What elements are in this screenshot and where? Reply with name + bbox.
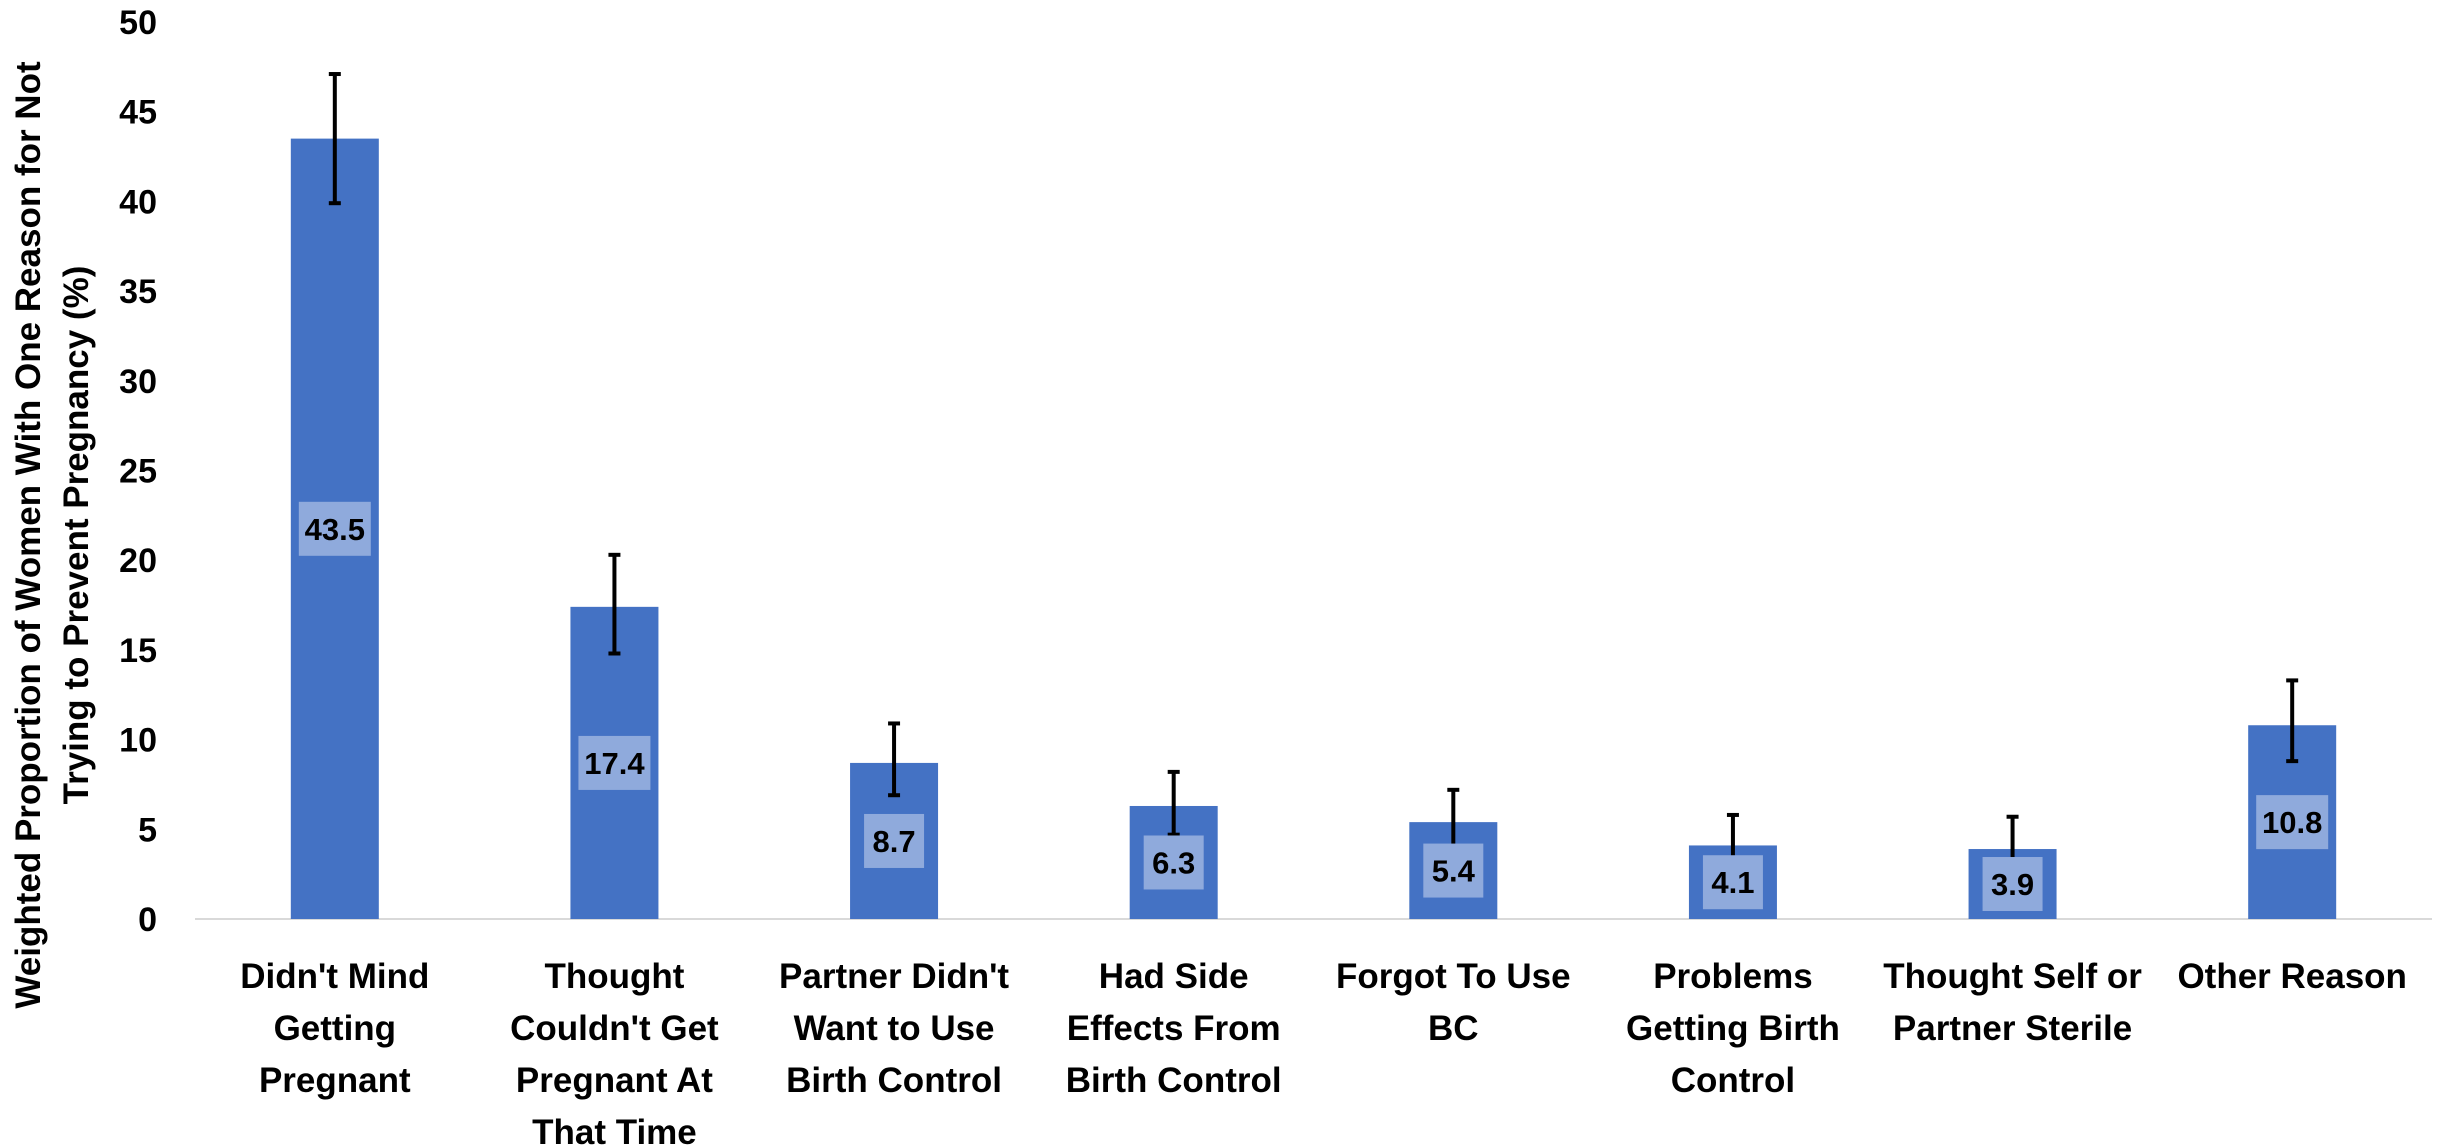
y-tick-label: 25 — [119, 453, 157, 491]
category-label-line: Effects From — [1067, 1009, 1281, 1048]
category-label: Other Reason — [2177, 957, 2407, 996]
y-tick-label: 45 — [119, 94, 157, 132]
data-label: 5.4 — [1432, 854, 1476, 889]
data-label-box — [298, 501, 371, 556]
y-tick-label: 50 — [119, 4, 157, 42]
data-label: 17.4 — [584, 746, 645, 781]
category-label-line: Had Side — [1099, 957, 1249, 996]
category-label-line: Birth Control — [786, 1061, 1002, 1100]
data-label: 6.3 — [1152, 845, 1195, 880]
y-axis-title: Weighted Proportion of Women With One Re… — [9, 61, 96, 1009]
category-label: Didn't Mind Getting Pregnant — [240, 957, 429, 1100]
data-label: 3.9 — [1991, 867, 2034, 902]
y-tick-label: 30 — [119, 363, 157, 401]
y-axis-ticks: 0 5 10 15 20 25 30 35 40 45 50 — [119, 4, 157, 939]
category-label: Had Side Effects From Birth Control — [1066, 957, 1282, 1100]
y-tick-label: 5 — [138, 811, 157, 849]
category-label-line: Couldn't Get — [510, 1009, 719, 1048]
category-label-line: Other Reason — [2177, 957, 2407, 996]
category-label-line: Want to Use — [794, 1009, 995, 1048]
data-label: 8.7 — [873, 824, 916, 859]
category-label-line: Getting Birth — [1626, 1009, 1840, 1048]
y-tick-label: 40 — [119, 183, 157, 221]
category-label: Thought Couldn't Get Pregnant At That Time — [510, 957, 719, 1148]
category-label-line: Thought — [544, 957, 684, 996]
category-label-line: BC — [1428, 1009, 1479, 1048]
category-label-line: Thought Self or — [1883, 957, 2142, 996]
category-label-line: Pregnant At — [516, 1061, 713, 1100]
category-label-line: Pregnant — [259, 1061, 411, 1100]
data-labels: 43.5 17.4 8.7 6.3 5.4 4.1 3.9 10.8 — [298, 501, 2329, 912]
category-label-line: Problems — [1653, 957, 1813, 996]
category-label: Thought Self or Partner Sterile — [1883, 957, 2142, 1048]
data-label-box — [578, 735, 651, 790]
y-tick-label: 35 — [119, 273, 157, 311]
x-axis-categories: Didn't Mind Getting Pregnant Thought Couldn'… — [240, 957, 2407, 1148]
data-label-box — [1982, 857, 2043, 912]
category-label-line: Control — [1671, 1061, 1795, 1100]
data-label-box — [1702, 855, 1763, 910]
data-label: 10.8 — [2262, 805, 2322, 840]
category-label-line: That Time — [532, 1113, 697, 1148]
category-label-line: Birth Control — [1066, 1061, 1282, 1100]
data-label-box — [1143, 835, 1204, 890]
y-axis-label: Weighted Proportion of Women With One Re… — [9, 61, 96, 1009]
category-label: Problems Getting Birth Control — [1626, 957, 1840, 1100]
y-tick-label: 20 — [119, 542, 157, 580]
data-label: 43.5 — [305, 512, 365, 547]
category-label-line: Didn't Mind — [240, 957, 429, 996]
bars — [290, 138, 2337, 920]
category-label-line: Partner Sterile — [1893, 1009, 2132, 1048]
category-label-line: Partner Didn't — [779, 957, 1009, 996]
y-axis-title-line: Weighted Proportion of Women With One Re… — [9, 61, 48, 1009]
data-label-box — [2256, 795, 2329, 850]
category-label: Forgot To Use BC — [1336, 957, 1571, 1048]
y-tick-label: 15 — [119, 632, 157, 670]
category-label-line: Getting — [274, 1009, 396, 1048]
category-label: Partner Didn't Want to Use Birth Control — [779, 957, 1009, 1100]
y-axis-title-line: Trying to Prevent Pregnancy (%) — [57, 266, 96, 805]
data-label-box — [1423, 843, 1484, 898]
y-tick-label: 0 — [138, 901, 157, 939]
data-label-box — [864, 813, 925, 868]
data-label: 4.1 — [1711, 865, 1754, 900]
category-label-line: Forgot To Use — [1336, 957, 1571, 996]
y-tick-label: 10 — [119, 722, 157, 760]
